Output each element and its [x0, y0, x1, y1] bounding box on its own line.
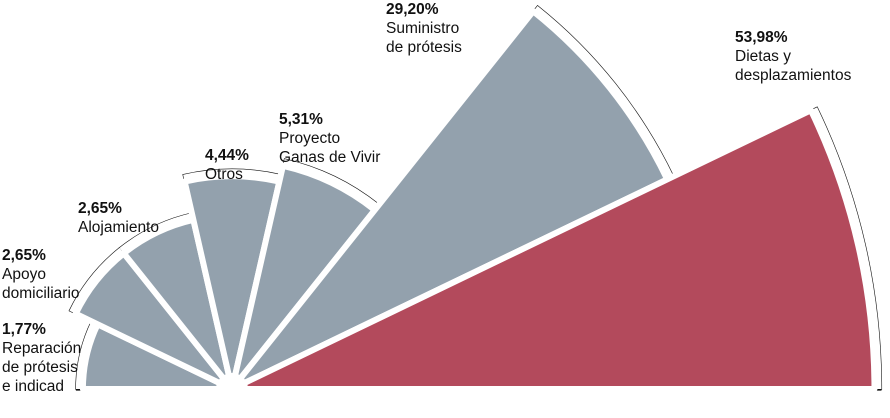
- category-label: Reparación: [2, 340, 82, 357]
- category-label: desplazamientos: [735, 67, 852, 84]
- label-dietas: 53,98% Dietas y desplazamientos: [735, 28, 851, 85]
- label-suministro: 29,20% Suministro de prótesis: [386, 0, 462, 57]
- value-label: 2,65%: [78, 200, 122, 217]
- category-label: e indicad: [2, 378, 65, 395]
- category-label: Ganas de Vivir: [279, 149, 381, 166]
- category-label: Dietas y: [735, 48, 791, 65]
- label-reparacion: 1,77% Reparación de prótesis e indicad: [2, 320, 81, 396]
- category-label: domiciliario: [2, 285, 80, 302]
- category-label: Proyecto: [279, 130, 341, 147]
- label-alojamiento: 2,65% Alojamiento: [78, 199, 159, 237]
- value-label: 2,65%: [2, 247, 46, 264]
- center-hub: [216, 373, 248, 389]
- category-label: Suministro: [386, 20, 460, 37]
- category-label: de prótesis: [2, 359, 78, 376]
- value-label: 29,20%: [386, 1, 439, 18]
- label-otros: 4,44% Otros: [205, 146, 249, 184]
- category-label: de prótesis: [386, 39, 462, 56]
- label-apoyo: 2,65% Apoyo domiciliario: [2, 246, 80, 303]
- category-label: Otros: [205, 166, 243, 183]
- category-label: Alojamiento: [78, 219, 159, 236]
- value-label: 4,44%: [205, 147, 249, 164]
- value-label: 5,31%: [279, 111, 323, 128]
- category-label: Apoyo: [2, 266, 46, 283]
- value-label: 1,77%: [2, 321, 46, 338]
- label-proyecto: 5,31% Proyecto Ganas de Vivir: [279, 110, 380, 167]
- value-label: 53,98%: [735, 29, 788, 46]
- slice-5: [229, 8, 671, 392]
- slice-6: [229, 107, 878, 392]
